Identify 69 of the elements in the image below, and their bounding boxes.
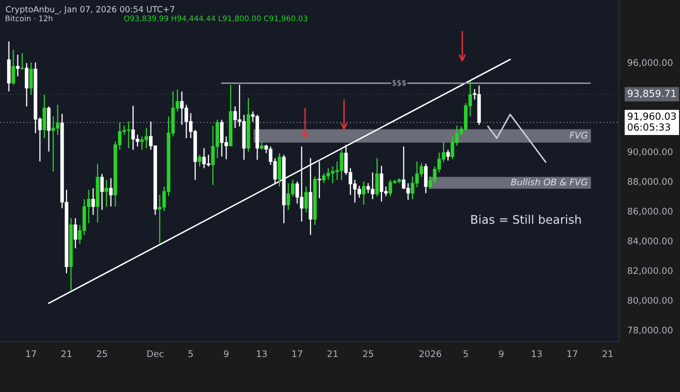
candlestick <box>375 158 379 198</box>
candlestick <box>74 218 78 249</box>
candlestick <box>406 182 410 200</box>
y-tick-label: 84,000.00 <box>628 237 672 246</box>
band-label: FVG <box>570 132 588 139</box>
y-tick-label: 90,000.00 <box>628 148 672 156</box>
x-tick-label: 25 <box>363 350 374 358</box>
candlestick <box>446 149 450 162</box>
band-label: Bullish OB & FVG <box>510 178 588 186</box>
candlestick <box>450 136 454 160</box>
x-tick-label: 5 <box>464 350 468 358</box>
candlestick <box>388 179 392 197</box>
y-tick-label: 80,000.00 <box>628 296 672 305</box>
candlestick <box>340 149 344 180</box>
candlestick <box>42 94 46 139</box>
candlestick <box>56 104 60 136</box>
candlestick <box>370 172 374 200</box>
annotation: CryptoAnbu_, Jan 07, 2026 00:54 UTC+7 <box>6 6 174 14</box>
candlestick <box>109 178 113 208</box>
x-tick-label: Dec <box>147 350 164 358</box>
candlestick <box>326 168 330 180</box>
x-tick-label: 9 <box>498 350 504 358</box>
ref-line-label: 93,859.71 <box>628 90 676 98</box>
candlestick <box>278 152 282 188</box>
candlestick <box>140 136 144 150</box>
x-tick-label: 17 <box>567 350 578 358</box>
y-tick-label: 78,000.00 <box>628 326 672 334</box>
candlestick <box>24 62 28 107</box>
candlestick <box>91 188 95 216</box>
line-series <box>487 114 546 163</box>
candlestick <box>126 120 130 149</box>
candlestick <box>104 179 108 208</box>
candlestick <box>362 180 366 206</box>
candlestick <box>180 90 184 126</box>
candlestick <box>211 125 215 186</box>
y-tick-label: 86,000.00 <box>628 208 672 216</box>
candlestick <box>410 176 414 200</box>
x-tick-label: 21 <box>61 350 72 358</box>
candlestick <box>304 186 308 214</box>
candlestick <box>424 163 428 194</box>
candlestick <box>322 172 326 184</box>
x-tick-label: 2026 <box>419 350 442 358</box>
annotation: Bias = Still bearish <box>471 214 581 224</box>
candlestick <box>16 54 20 77</box>
candlestick <box>47 106 51 152</box>
candlestick <box>198 154 202 168</box>
candlestick <box>20 52 24 70</box>
x-tick-label: 17 <box>292 350 302 358</box>
x-tick-label: 13 <box>532 350 542 358</box>
x-tick-label: 9 <box>224 350 228 358</box>
candlestick <box>206 154 210 168</box>
x-tick-label: 21 <box>602 350 613 358</box>
y-tick-label: 82,000.00 <box>628 267 672 275</box>
candlestick <box>12 49 16 86</box>
x-tick-label: 25 <box>96 350 107 358</box>
candlestick <box>286 182 290 210</box>
candlestick <box>220 119 224 158</box>
x-tick-label: 13 <box>256 350 267 358</box>
y-tick-label: 96,000.00 <box>628 59 672 67</box>
ref-line-label: 91,960.03 06:05:33 <box>628 112 676 131</box>
y-tick-label: 88,000.00 <box>628 178 672 186</box>
x-tick-label: 5 <box>188 350 193 358</box>
candlestick <box>380 165 384 202</box>
candlestick <box>300 146 304 222</box>
x-tick-label: 21 <box>328 350 338 358</box>
candlestick <box>100 173 104 210</box>
candlestick <box>7 40 11 92</box>
x-tick-label: 17 <box>26 350 36 358</box>
candlestick <box>29 62 33 96</box>
